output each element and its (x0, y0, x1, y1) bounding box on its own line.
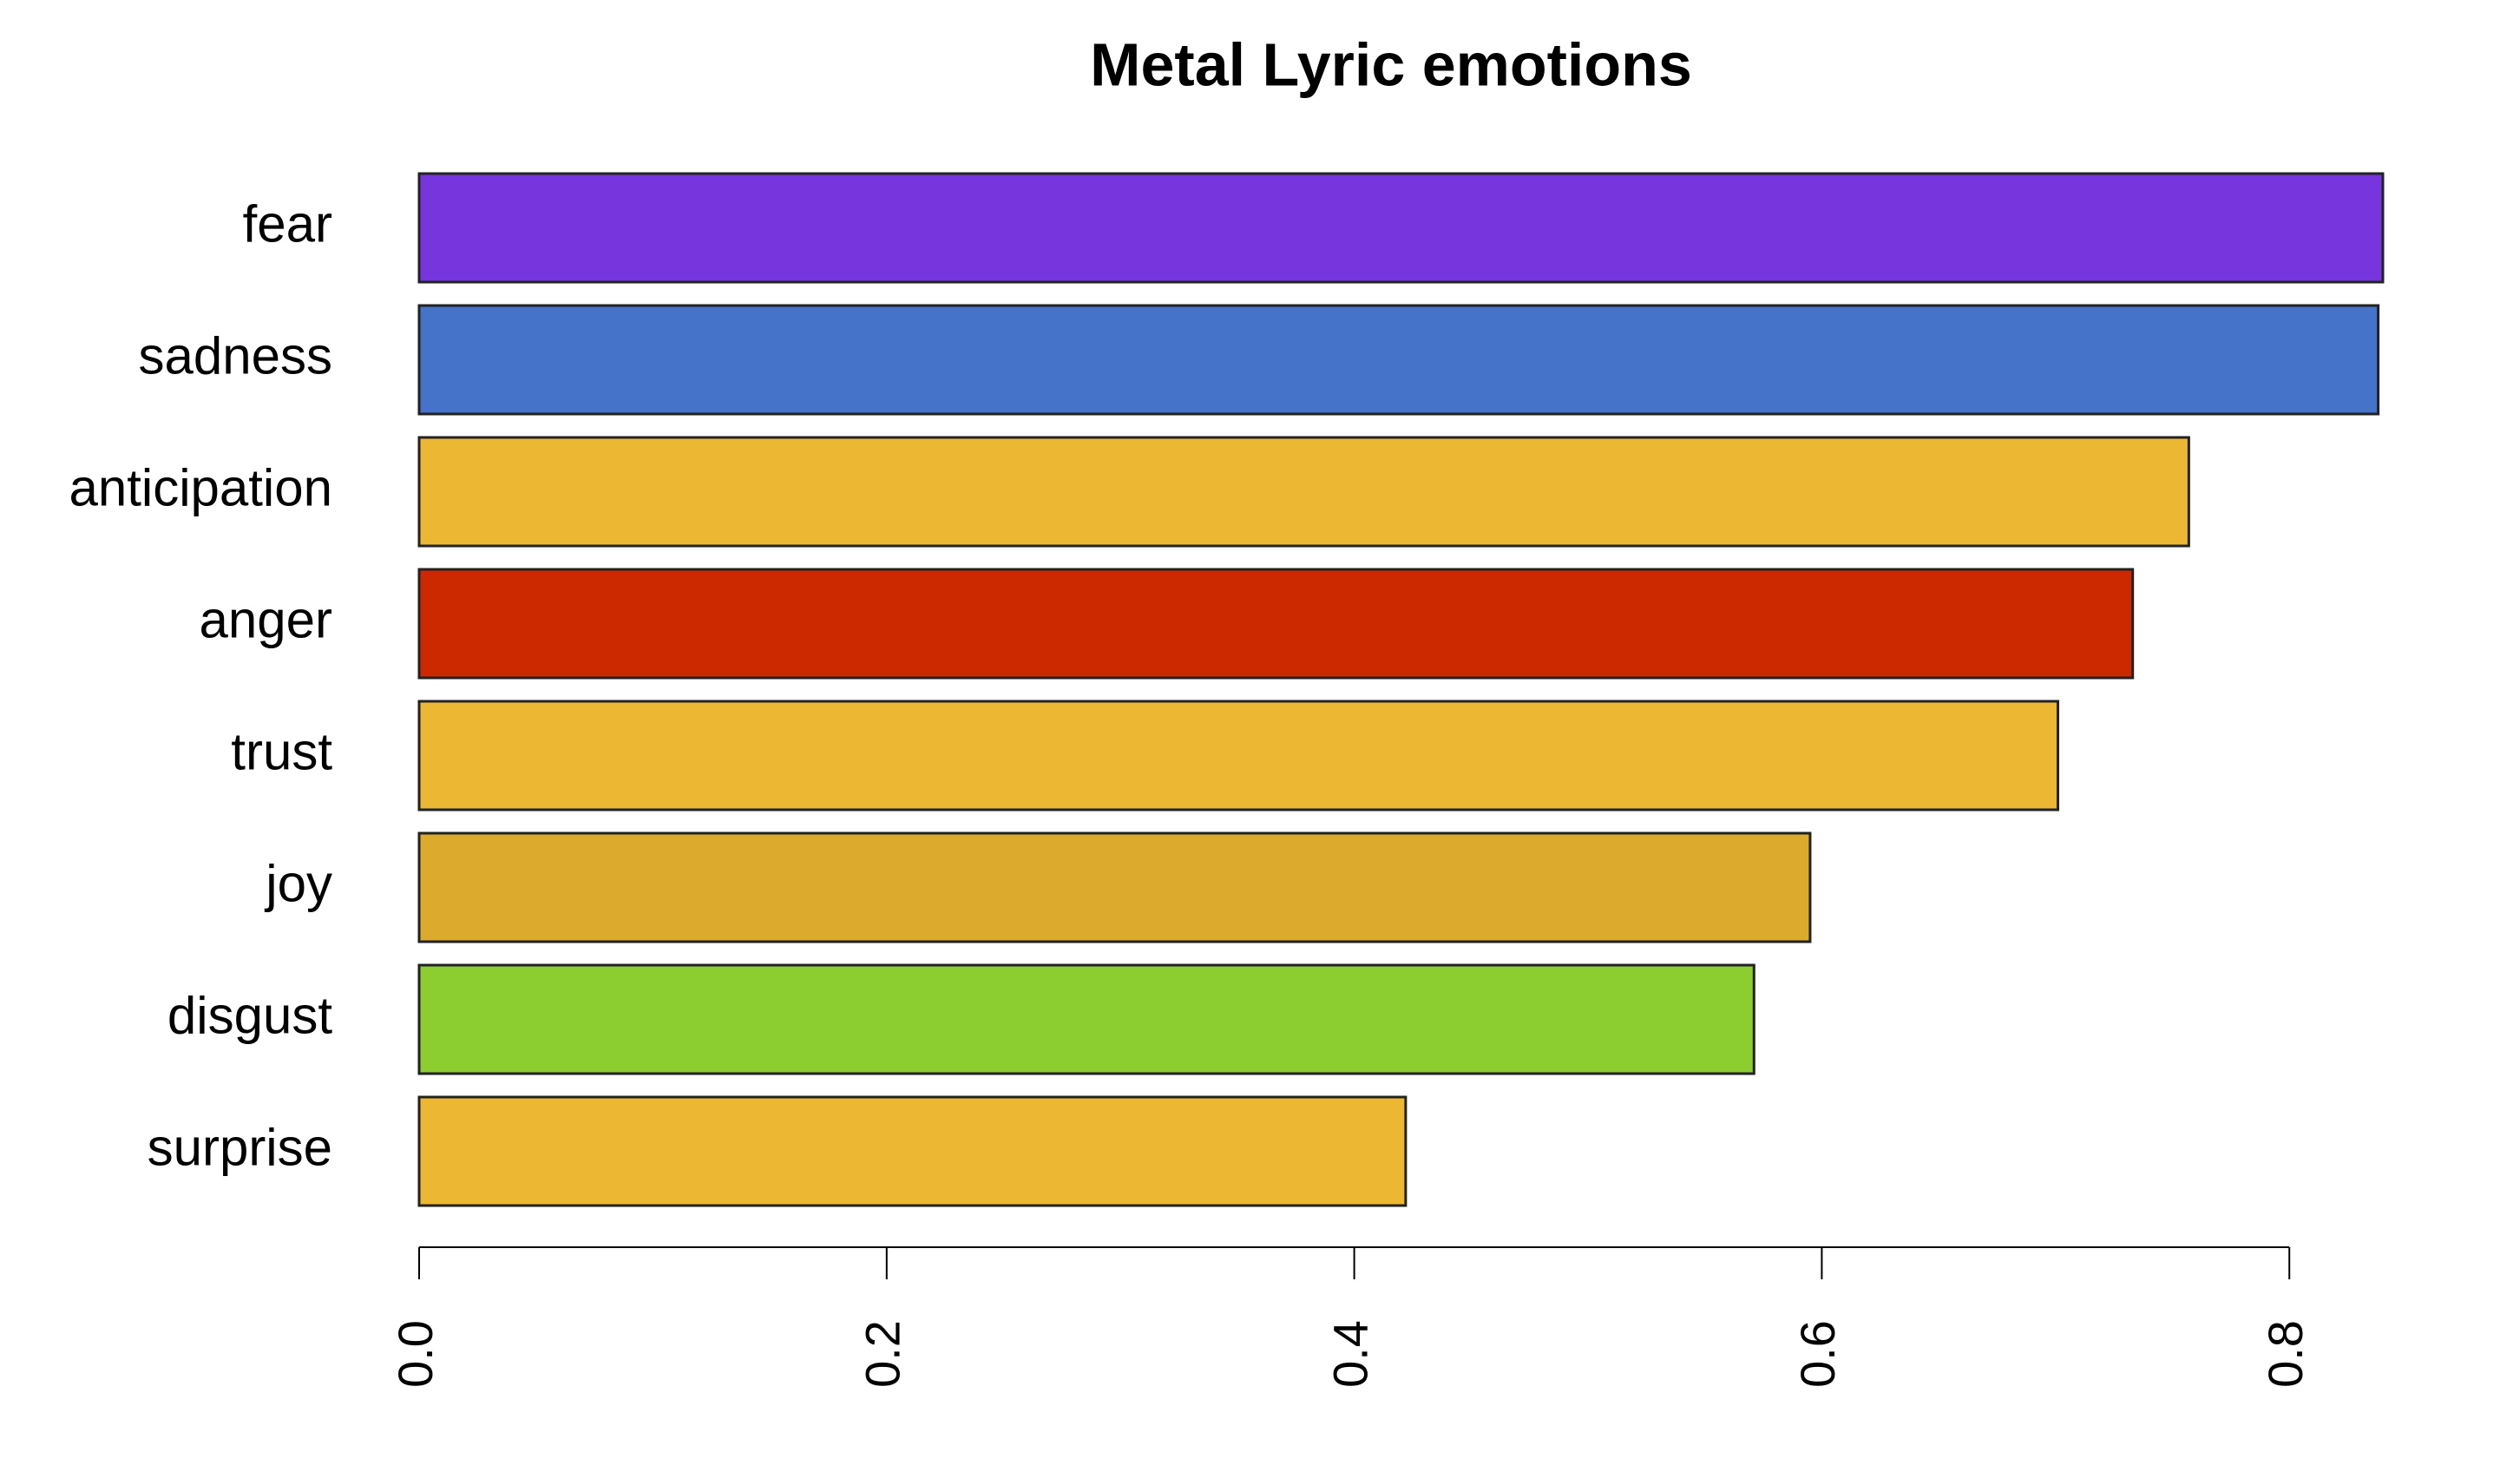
y-tick-label: joy (264, 854, 332, 912)
chart-title: Metal Lyric emotions (1090, 30, 1692, 98)
y-tick-label: disgust (167, 986, 332, 1044)
bar (417, 568, 2135, 680)
bar (417, 172, 2385, 284)
x-tick-label: 0.2 (856, 1320, 910, 1388)
y-tick-label: anticipation (69, 458, 332, 516)
y-tick-label: sadness (139, 326, 332, 384)
y-tick-label: surprise (148, 1118, 332, 1176)
x-tick-label: 0.8 (2258, 1320, 2313, 1388)
x-tick-label: 0.4 (1322, 1320, 1377, 1388)
bar (417, 700, 2059, 812)
x-tick-label: 0.0 (388, 1320, 443, 1388)
bar (417, 963, 1755, 1075)
y-tick-label: trust (231, 722, 332, 780)
bar (417, 1095, 1408, 1207)
y-tick-label: anger (200, 590, 332, 648)
bar (417, 436, 2190, 548)
x-tick-label: 0.6 (1790, 1320, 1845, 1388)
bar (417, 831, 1812, 943)
bar (417, 304, 2380, 416)
y-tick-label: fear (243, 194, 332, 253)
